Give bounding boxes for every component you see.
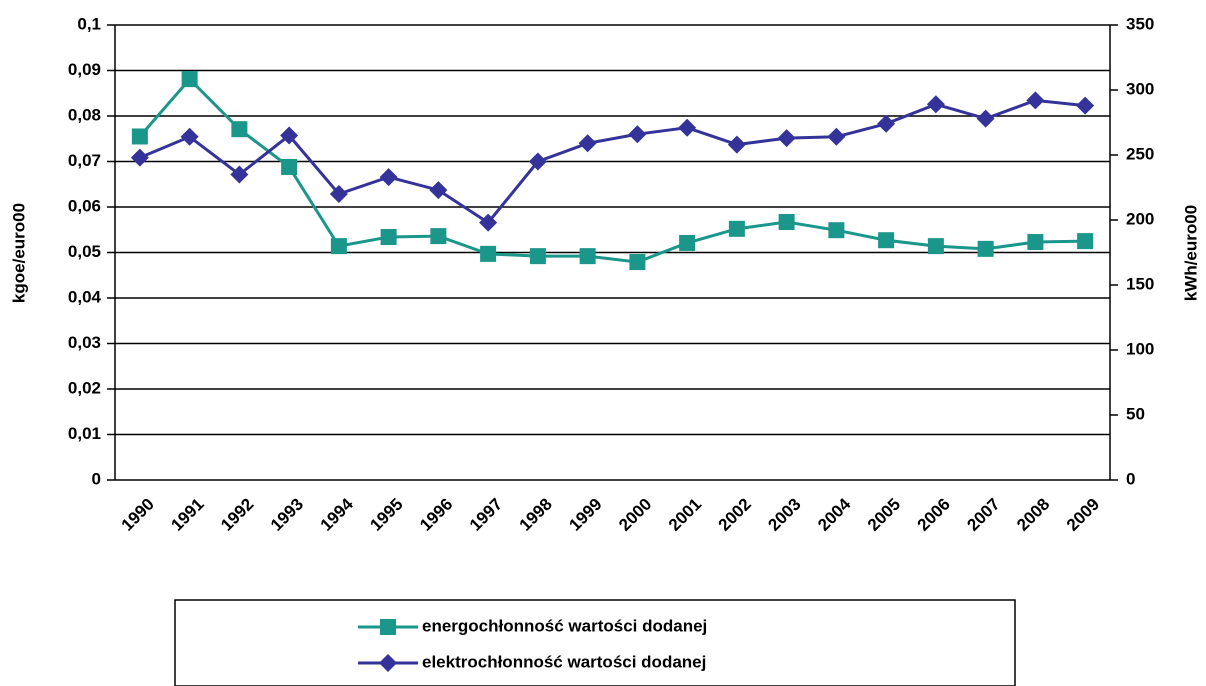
y-tick-label: 0,06 <box>68 196 101 215</box>
data-point <box>778 214 795 231</box>
x-tick-label: 2001 <box>665 495 705 535</box>
data-point <box>380 229 397 246</box>
x-tick-label: 1996 <box>416 495 456 535</box>
data-point <box>828 222 845 239</box>
y2-tick-label: 0 <box>1126 469 1135 488</box>
data-point <box>679 234 696 251</box>
y-tick-label: 0,1 <box>77 14 101 33</box>
legend-box <box>174 599 1016 686</box>
y2-axis-label: kWh/euro00 <box>1181 205 1200 301</box>
x-tick-label: 1998 <box>516 495 556 535</box>
data-point <box>231 121 248 138</box>
data-point <box>181 71 198 88</box>
y2-tick-label: 150 <box>1126 274 1154 293</box>
y2-tick-label: 250 <box>1126 144 1154 163</box>
data-point <box>727 135 746 154</box>
x-tick-label: 1993 <box>267 495 307 535</box>
x-tick-label: 2008 <box>1013 495 1053 535</box>
data-point <box>479 213 498 232</box>
data-point <box>827 127 846 146</box>
y-tick-label: 0,01 <box>68 424 101 443</box>
x-tick-label: 2006 <box>914 495 954 535</box>
data-point <box>480 245 497 262</box>
x-tick-label: 2003 <box>764 495 804 535</box>
data-point <box>1076 96 1095 115</box>
x-tick-label: 1997 <box>466 495 506 535</box>
data-point <box>1077 233 1094 250</box>
x-tick-label: 2007 <box>963 495 1003 535</box>
series-line <box>139 98 1086 225</box>
data-point <box>926 95 945 114</box>
data-point <box>728 220 745 237</box>
y2-tick-label: 200 <box>1126 209 1154 228</box>
y-tick-label: 0,03 <box>68 333 101 352</box>
legend-marker <box>380 619 396 635</box>
data-point <box>180 127 199 146</box>
data-point <box>629 254 646 271</box>
data-point <box>429 181 448 200</box>
x-tick-label: 1992 <box>217 495 257 535</box>
data-point <box>230 165 249 184</box>
data-point <box>977 240 994 257</box>
data-point <box>281 158 298 175</box>
x-tick-label: 2000 <box>615 495 655 535</box>
x-tick-label: 1995 <box>366 495 406 535</box>
y-tick-label: 0,02 <box>68 378 101 397</box>
data-point <box>628 125 647 144</box>
y-tick-label: 0,09 <box>68 60 101 79</box>
data-point <box>430 228 447 245</box>
data-point <box>1026 91 1045 110</box>
y2-tick-label: 350 <box>1126 14 1154 33</box>
y2-tick-label: 300 <box>1126 79 1154 98</box>
data-point <box>330 238 347 255</box>
y-tick-label: 0 <box>92 469 101 488</box>
data-point <box>528 152 547 171</box>
data-point <box>578 134 597 153</box>
y-axis-label: kgoe/euro00 <box>9 203 28 303</box>
data-point <box>329 185 348 203</box>
x-tick-label: 2004 <box>814 494 855 535</box>
data-point <box>280 126 299 145</box>
data-point <box>379 168 398 187</box>
legend-label: elektrochłonność wartości dodanej <box>422 652 706 671</box>
data-point <box>1027 234 1044 251</box>
x-tick-label: 2005 <box>864 495 904 535</box>
x-tick-label: 1991 <box>167 495 207 535</box>
y-tick-label: 0,07 <box>68 151 101 170</box>
legend-label: energochłonność wartości dodanej <box>422 616 707 635</box>
y-tick-label: 0,04 <box>68 287 102 306</box>
y-tick-label: 0,05 <box>68 242 101 261</box>
data-point <box>529 248 546 265</box>
x-tick-label: 1990 <box>118 495 158 535</box>
data-point <box>678 118 697 137</box>
data-point <box>579 248 596 265</box>
series-line <box>138 76 1086 264</box>
x-tick-label: 1999 <box>565 495 605 535</box>
y2-tick-label: 100 <box>1126 339 1154 358</box>
data-point <box>877 114 896 133</box>
data-point <box>777 129 796 148</box>
legend-marker <box>379 654 397 672</box>
data-point <box>878 232 895 249</box>
data-point <box>130 148 149 167</box>
y2-tick-label: 50 <box>1126 404 1145 423</box>
x-tick-label: 1994 <box>317 494 358 535</box>
y-tick-label: 0,08 <box>68 105 101 124</box>
x-tick-label: 2009 <box>1063 495 1103 535</box>
data-point <box>976 109 995 128</box>
x-tick-label: 2002 <box>715 495 755 535</box>
data-point <box>131 128 148 145</box>
data-point <box>927 238 944 255</box>
